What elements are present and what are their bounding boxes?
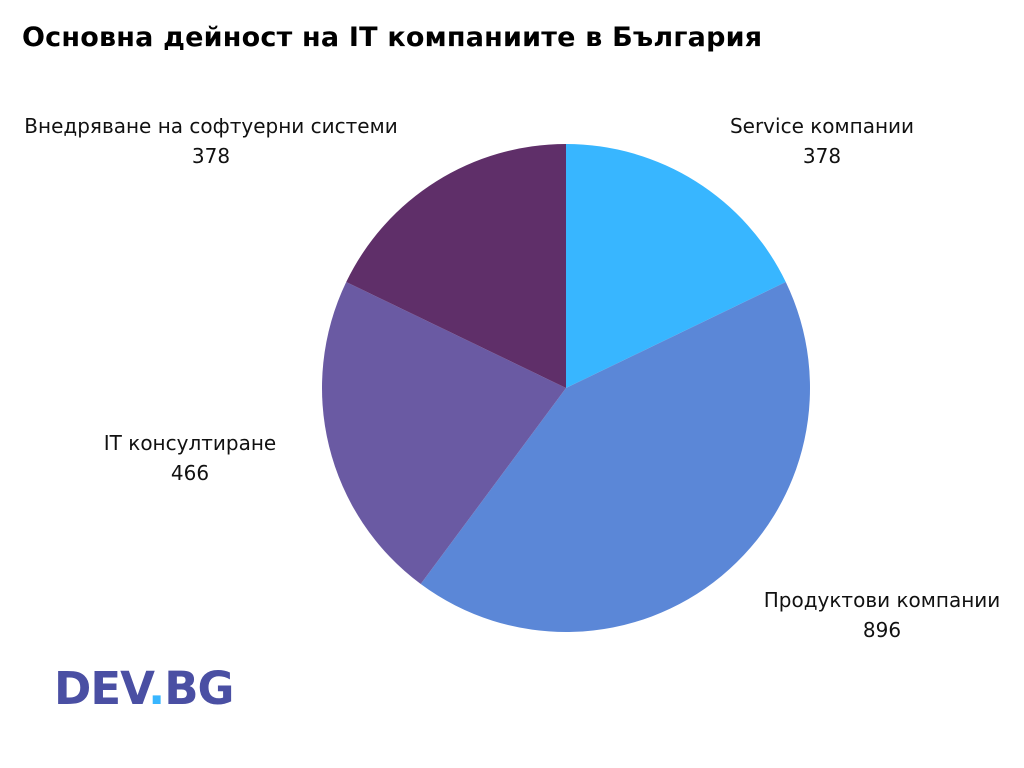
chart-title: Основна дейност на IT компаниите в Бълга… [22,22,763,53]
pie-slice-implementation [346,144,566,388]
pie-slice-consulting [322,281,566,585]
logo-dot: . [148,662,165,715]
slice-label-implementation-name: Внедряване на софтуерни системи [24,114,398,138]
slice-label-implementation: Внедряване на софтуерни системи 378 [0,111,431,171]
devbg-logo: DEV.BG [54,666,234,711]
logo-text-left: DEV [54,662,149,715]
slice-label-service-name: Service компании [729,114,915,138]
slice-label-consulting: IT консултиране 466 [40,428,340,488]
pie-slice-service [566,144,786,388]
pie-slice-product [420,281,810,632]
slice-label-product-name: Продуктови компании [763,588,1001,612]
slice-label-product: Продуктови компании 896 [732,585,1024,645]
slice-label-product-value: 896 [862,618,902,642]
logo-text-right: BG [164,662,234,715]
slice-label-service: Service компании 378 [562,111,1024,171]
slice-label-service-value: 378 [802,144,842,168]
slice-label-implementation-value: 378 [191,144,231,168]
slice-label-consulting-name: IT консултиране [103,431,277,455]
slice-label-consulting-value: 466 [170,461,210,485]
